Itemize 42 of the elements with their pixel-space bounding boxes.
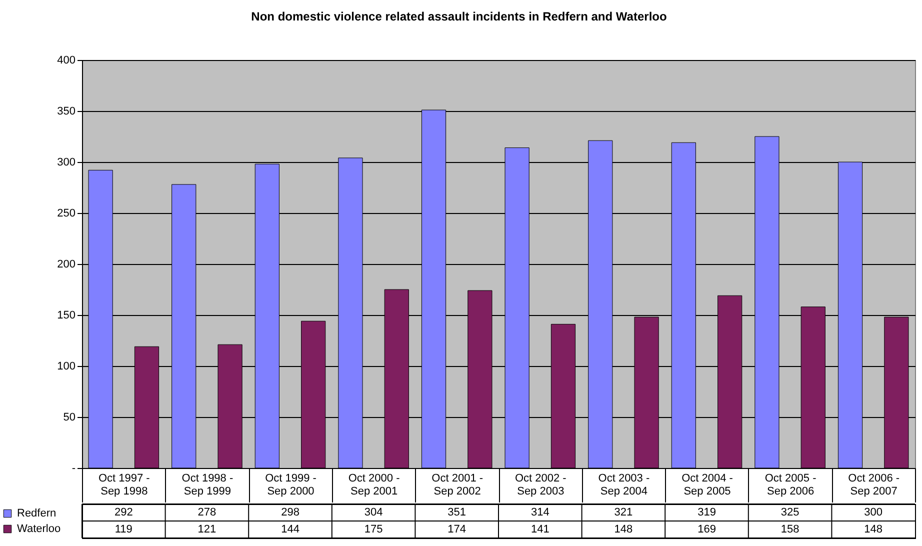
x-tick-label: Oct 2001 - Sep 2002 xyxy=(432,472,484,498)
x-tick-label: Oct 2000 - Sep 2001 xyxy=(348,472,400,498)
data-label: 119 xyxy=(114,524,132,536)
data-label: 319 xyxy=(698,506,716,518)
y-tick-label: 300 xyxy=(57,156,76,168)
x-tick-label: Oct 1999 - Sep 2000 xyxy=(265,472,317,498)
data-label: 351 xyxy=(448,506,466,518)
data-label: 325 xyxy=(780,506,800,518)
data-label: 121 xyxy=(198,524,216,536)
data-label: 175 xyxy=(364,524,383,536)
x-tick-label: Oct 2004 - Sep 2005 xyxy=(682,472,734,498)
legend-label: Waterloo xyxy=(17,523,61,535)
data-label: 278 xyxy=(198,506,216,518)
data-label: 141 xyxy=(530,524,550,536)
data-label: 298 xyxy=(281,506,300,518)
data-label: 158 xyxy=(780,524,800,536)
data-label: 169 xyxy=(698,524,716,536)
data-label: 304 xyxy=(364,506,383,518)
y-tick-label: 400 xyxy=(57,54,76,66)
x-tick-label: Oct 2006 - Sep 2007 xyxy=(848,472,900,498)
y-tick-label: 100 xyxy=(57,360,76,372)
x-tick-label: Oct 1998 - Sep 1999 xyxy=(182,472,234,498)
data-label: 292 xyxy=(114,506,133,518)
data-label: 321 xyxy=(614,506,633,518)
y-tick-label: 250 xyxy=(57,208,76,220)
chart-title: Non domestic violence related assault incidents in Redfern and Waterloo xyxy=(251,10,667,24)
legend-label: Redfern xyxy=(17,508,56,520)
y-tick-label: 150 xyxy=(57,310,76,322)
x-tick-label: Oct 2005 - Sep 2006 xyxy=(764,472,817,498)
x-tick-label: Oct 2003 - Sep 2004 xyxy=(598,472,650,498)
x-tick-label: Oct 1997 - Sep 1998 xyxy=(98,472,150,498)
data-label: 144 xyxy=(281,524,300,536)
y-tick-label: 200 xyxy=(57,258,76,270)
y-tick-label: 50 xyxy=(63,412,76,424)
data-label: 174 xyxy=(448,524,466,536)
data-label: 148 xyxy=(864,524,883,536)
data-label: 314 xyxy=(530,506,550,518)
y-tick-label: 350 xyxy=(57,106,76,118)
data-label: 300 xyxy=(864,506,883,518)
data-label: 148 xyxy=(614,524,633,536)
x-tick-label: Oct 2002 - Sep 2003 xyxy=(514,472,567,498)
y-tick-label: - xyxy=(72,462,76,474)
